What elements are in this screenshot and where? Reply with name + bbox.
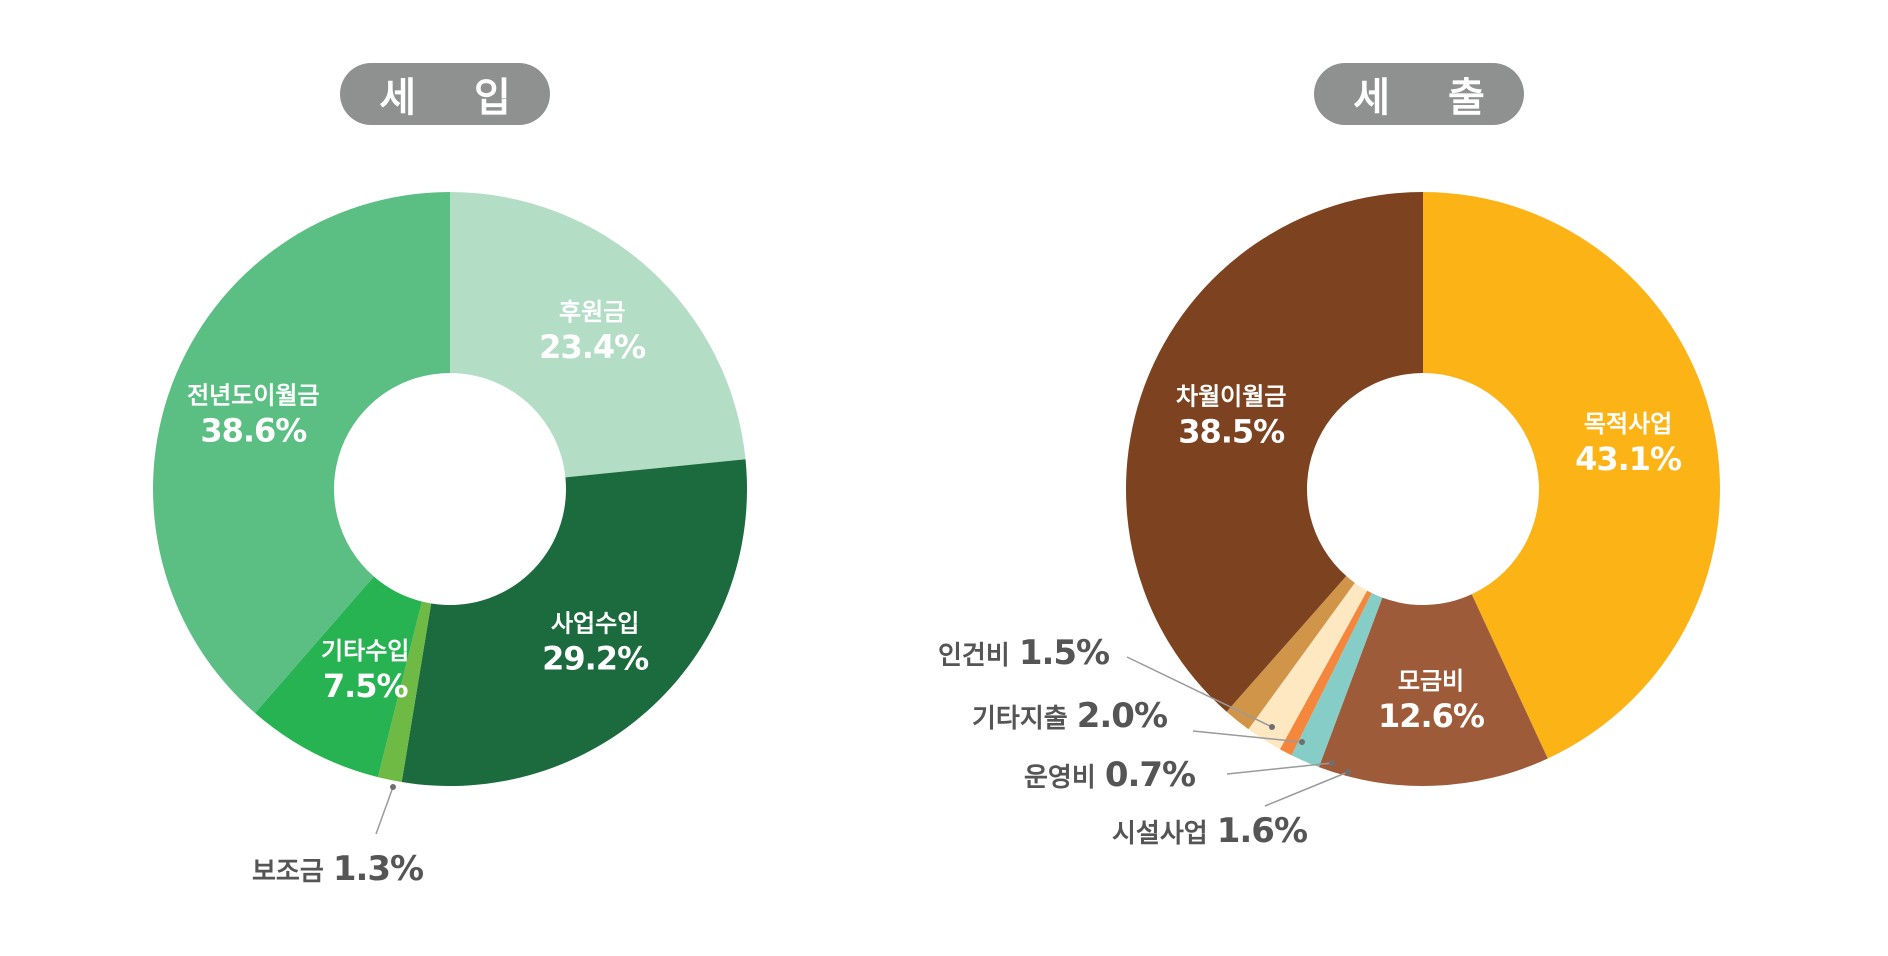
expense-slice-1 xyxy=(1318,594,1548,786)
income-callout-dot-2 xyxy=(390,784,396,790)
expense-slice-2 xyxy=(1291,593,1383,768)
income-slice-label-4: 전년도이월금 xyxy=(187,381,319,409)
expense-callout-line-4 xyxy=(1192,730,1303,743)
income-slice-4 xyxy=(153,192,450,714)
expense-slice-0 xyxy=(1423,192,1721,759)
expense-callout-dot-3 xyxy=(1329,760,1335,766)
expense-slice-6 xyxy=(1125,192,1423,712)
expense-callout-name-3: 운영비 xyxy=(1024,763,1105,793)
income-title-pill: 세 입 xyxy=(340,63,550,125)
expense-callout-value-2: 1.6% xyxy=(1217,811,1307,851)
expense-callout-value-5: 1.5% xyxy=(1019,633,1109,673)
income-callout-line-2 xyxy=(375,786,394,835)
expense-slice-label-6: 차월이월금 xyxy=(1176,383,1286,411)
income-slice-value-3: 7.5% xyxy=(323,667,409,705)
expense-slice-3 xyxy=(1279,590,1372,756)
expense-title-pill: 세 출 xyxy=(1314,63,1524,125)
expense-slice-4 xyxy=(1248,582,1368,750)
expense-slice-value-1: 12.6% xyxy=(1378,697,1485,735)
expense-callout-label-4: 기타지출 2.0% xyxy=(972,696,1167,736)
expense-callout-line-5 xyxy=(1126,656,1273,728)
expense-callout-value-4: 2.0% xyxy=(1077,696,1167,736)
expense-callout-label-3: 운영비 0.7% xyxy=(1024,755,1195,795)
income-slice-1 xyxy=(401,459,747,786)
income-slice-label-0: 후원금 xyxy=(559,298,625,326)
income-slice-label-1: 사업수입 xyxy=(551,610,639,638)
expense-callout-dot-4 xyxy=(1299,739,1305,745)
income-callout-value-2: 1.3% xyxy=(333,849,423,889)
expense-callout-line-3 xyxy=(1226,762,1333,775)
income-chart-title: 세 입 xyxy=(379,75,533,121)
expense-callout-name-5: 인건비 xyxy=(938,641,1019,671)
expense-callout-value-3: 0.7% xyxy=(1105,755,1195,795)
income-slice-value-0: 23.4% xyxy=(539,328,646,366)
expense-callout-line-2 xyxy=(1264,771,1349,807)
income-slice-3 xyxy=(254,576,422,778)
expense-callout-dot-5 xyxy=(1269,724,1275,730)
expense-callout-name-4: 기타지출 xyxy=(972,704,1077,734)
expense-slice-label-1: 모금비 xyxy=(1398,667,1464,695)
income-callout-label-2: 보조금 1.3% xyxy=(252,849,423,889)
expense-slice-5 xyxy=(1226,576,1355,730)
expense-callout-dot-2 xyxy=(1345,769,1351,775)
income-slice-2 xyxy=(377,601,432,783)
expense-slice-label-0: 목적사업 xyxy=(1584,410,1672,438)
income-slice-value-4: 38.6% xyxy=(200,411,307,449)
expense-slice-value-0: 43.1% xyxy=(1575,440,1682,478)
expense-callout-label-2: 시설사업 1.6% xyxy=(1112,811,1307,851)
income-slice-label-3: 기타수입 xyxy=(321,637,409,665)
income-callout-name-2: 보조금 xyxy=(252,857,333,887)
expense-callout-name-2: 시설사업 xyxy=(1112,819,1217,849)
income-slice-0 xyxy=(450,192,746,478)
expense-slice-value-6: 38.5% xyxy=(1178,413,1285,451)
expense-callout-label-5: 인건비 1.5% xyxy=(938,633,1109,673)
income-slice-value-1: 29.2% xyxy=(542,640,649,678)
expense-chart-title: 세 출 xyxy=(1353,75,1507,121)
